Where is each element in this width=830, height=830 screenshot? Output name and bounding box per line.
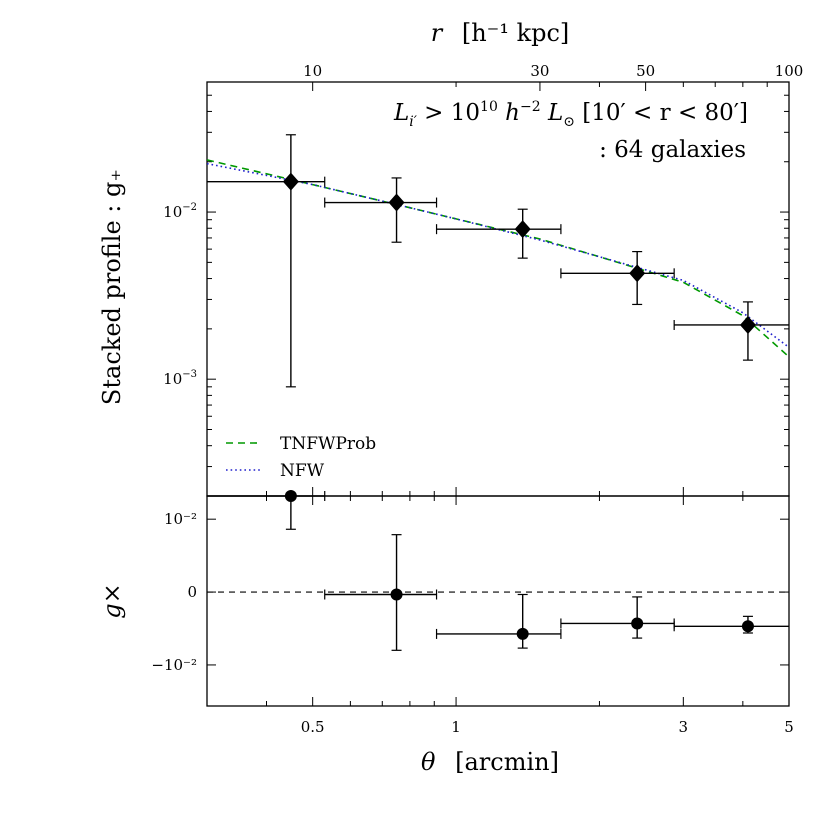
upper-data-point [629,264,646,283]
upper-y-tick-label: 10−3 [163,369,197,388]
anno-range: [10′ < r < 80′] [575,100,748,126]
x-axis-var: θ [421,748,436,776]
anno-gt: > 10 [417,100,480,126]
lower-data-points [207,490,789,651]
anno-Lsun: L [541,100,564,126]
lower-y-tick-label: 10⁻² [164,510,197,528]
legend: TNFWProb NFW [226,434,376,481]
legend-tnfwprob-label: TNFWProb [280,434,376,454]
lower-data-point [631,617,644,630]
lower-data-point [516,627,529,640]
upper-data-points [207,134,789,388]
anno-L: L [393,100,409,126]
upper-y-tick-label: 10−2 [163,202,197,221]
upper-data-point [514,220,531,239]
lower-y-tick-label: 0 [187,583,197,601]
x-tick-label: 3 [679,718,689,736]
x-axis-label: θ [arcmin] [421,748,559,776]
lower-data-point [284,490,297,502]
anno-sun: ⊙ [563,114,575,130]
top-axis-label: r [h⁻¹ kpc] [431,19,570,47]
anno-h: h [498,100,520,126]
top-tick-label: 100 [775,62,804,80]
upper-data-point [282,172,299,191]
upper-data-point [388,193,405,212]
top-tick-label: 10 [303,62,322,80]
anno-sub-i: i′ [409,114,417,130]
curve-tnfwprob [207,159,789,358]
x-tick-label: 1 [451,718,461,736]
upper-y-axis-label: Stacked profile : g₊ [98,169,126,405]
curve-nfw [207,162,789,349]
lower-data-point [741,620,754,633]
x-axis-unit: [arcmin] [455,748,559,776]
top-axis-var: r [431,19,444,47]
galaxy-count-annotation: : 64 galaxies [599,137,746,163]
x-tick-label: 5 [784,718,794,736]
anno-exp-h: −2 [520,99,541,115]
upper-data-point [739,315,756,334]
x-tick-label: 0.5 [301,718,325,736]
top-axis-unit: [h⁻¹ kpc] [462,19,569,47]
top-tick-label: 50 [636,62,655,80]
lower-panel-frame [206,495,790,707]
selection-annotation: Li′ > 1010 h−2 L⊙ [10′ < r < 80′] [393,99,748,130]
top-tick-label: 30 [530,62,549,80]
legend-nfw-label: NFW [280,461,325,481]
lower-y-axis-label: g× [98,583,126,618]
anno-exp10: 10 [480,99,498,115]
lower-y-tick-label: −10⁻² [151,656,197,674]
model-curves [207,159,789,358]
lower-data-point [390,588,403,601]
